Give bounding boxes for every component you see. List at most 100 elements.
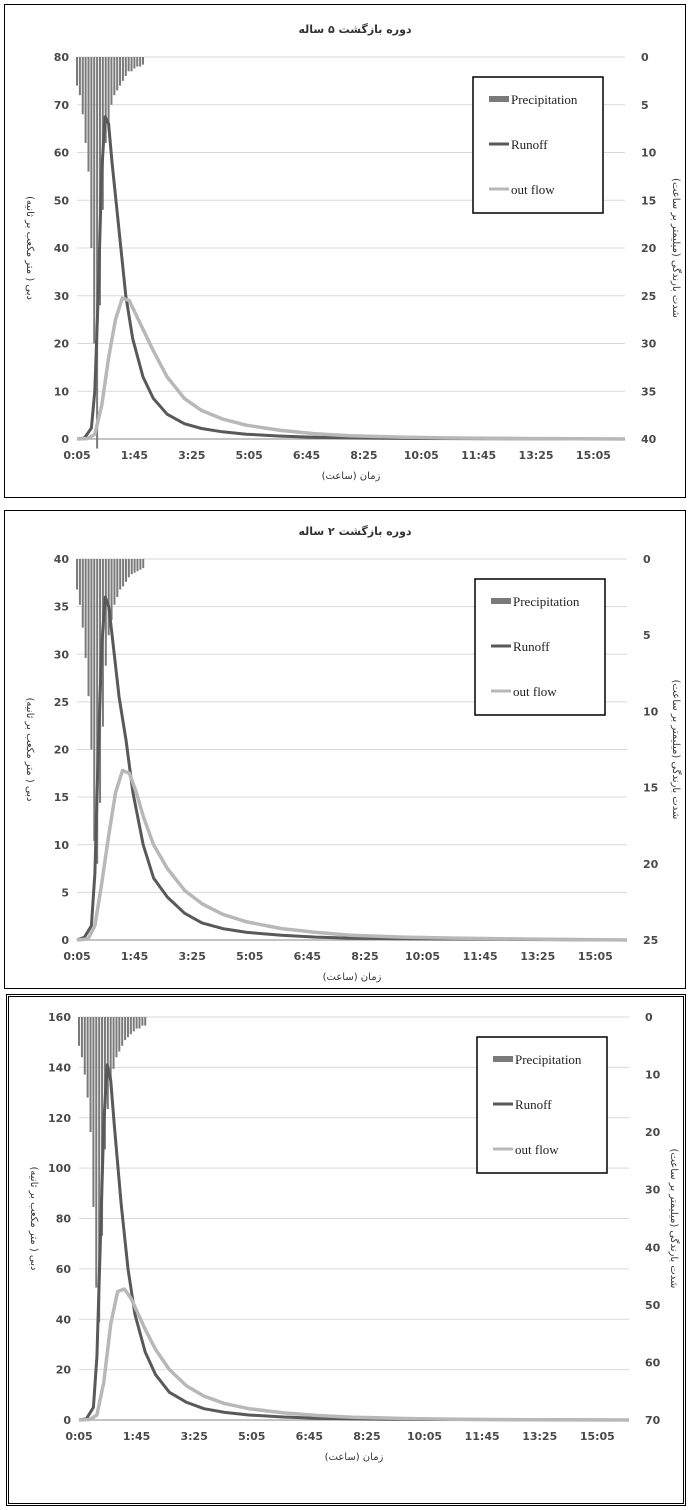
precipitation-bar — [90, 57, 93, 248]
x-tick-label: 3:25 — [179, 950, 206, 963]
x-tick-label: 8:25 — [350, 449, 377, 462]
precipitation-bar — [121, 1017, 124, 1046]
y-axis-label: دبی ( متر مکعب بر ثانیه) — [24, 196, 35, 300]
y-tick-label: 30 — [54, 648, 70, 661]
x-tick-label: 5:05 — [238, 1430, 265, 1443]
y2-tick-label: 10 — [641, 147, 657, 160]
outflow-line — [78, 1287, 630, 1422]
y2-tick-label: 5 — [641, 99, 649, 112]
chart-svg-50yr: دوره بازگشت ۵۰ ساله020406080100120140160… — [28, 1011, 680, 1463]
x-tick-label: 15:05 — [576, 449, 611, 462]
runoff-line — [76, 115, 626, 441]
precipitation-bar — [112, 1017, 115, 1069]
legend-label: Runoff — [513, 639, 550, 654]
chart-panel-5yr: دوره بازگشت ۵ ساله 0 10 20 30 40 50 60 70 80 0 5 10 1… — [4, 4, 686, 498]
precipitation-bar — [138, 1017, 141, 1029]
precipitation-bar — [113, 559, 116, 605]
precipitation-bar — [90, 559, 93, 750]
precipitation-bar — [116, 559, 119, 598]
y2-tick-label: 10 — [645, 1069, 661, 1082]
precipitation-bar — [98, 1017, 101, 1323]
y2-tick-label: 5 — [643, 629, 651, 642]
y2-tick-label: 0 — [641, 51, 649, 64]
x-tick-label: 13:25 — [520, 950, 555, 963]
precipitation-bar — [124, 559, 127, 582]
precipitation-bar — [76, 559, 78, 590]
y-tick-label: 20 — [56, 1364, 72, 1377]
y-tick-label: 20 — [54, 338, 70, 351]
chart-panel-50yr: دوره بازگشت ۵۰ ساله020406080100120140160… — [6, 994, 686, 1506]
precipitation-bar — [139, 57, 142, 67]
precipitation-bar — [78, 57, 81, 96]
y-tick-label: 5 — [61, 886, 69, 899]
precipitation-bar — [93, 559, 96, 841]
x-tick-label: 5:05 — [236, 950, 263, 963]
legend-label: Precipitation — [513, 594, 580, 609]
precipitation-bar — [96, 57, 99, 449]
y2-tick-label: 20 — [643, 858, 659, 871]
x-tick-label: 5:05 — [235, 449, 262, 462]
legend-label: Precipitation — [515, 1052, 582, 1067]
runoff-line — [76, 595, 628, 942]
precipitation-bar — [87, 57, 90, 172]
precipitation-bar — [83, 1017, 86, 1075]
x-tick-label: 3:25 — [178, 449, 205, 462]
precipitation-bar — [81, 57, 84, 115]
x-tick-label: 10:05 — [407, 1430, 442, 1443]
precipitation-bar — [136, 559, 139, 572]
precipitation-bar — [95, 1017, 98, 1288]
precipitation-bar — [76, 57, 78, 86]
x-tick-label: 13:25 — [519, 449, 554, 462]
y-tick-label: 70 — [54, 99, 70, 112]
y-tick-label: 140 — [48, 1061, 71, 1074]
x-axis-label: زمان (ساعت) — [322, 471, 381, 482]
precipitation-bar — [142, 559, 145, 569]
precipitation-bar — [104, 559, 107, 666]
x-tick-label: 11:45 — [463, 950, 498, 963]
precipitation-bar — [115, 1017, 118, 1058]
precipitation-bar — [104, 57, 107, 143]
precipitation-bar — [107, 559, 110, 636]
precipitation-bar — [129, 1017, 132, 1035]
legend-swatch-precipitation — [491, 598, 511, 604]
y-tick-label: 160 — [48, 1011, 71, 1024]
y2-tick-label: 60 — [645, 1356, 661, 1369]
y-tick-label: 50 — [54, 194, 70, 207]
precipitation-bar — [121, 57, 124, 81]
y-tick-label: 40 — [54, 242, 70, 255]
x-tick-label: 15:05 — [580, 1430, 615, 1443]
precipitation-bar — [101, 1017, 104, 1236]
x-tick-label: 10:05 — [404, 449, 439, 462]
y-tick-label: 80 — [54, 51, 70, 64]
y-tick-label: 25 — [54, 696, 69, 709]
y-tick-label: 15 — [54, 791, 69, 804]
x-tick-label: 10:05 — [405, 950, 440, 963]
x-tick-label: 0:05 — [63, 449, 90, 462]
legend-swatch-precipitation — [493, 1056, 513, 1062]
y2-tick-label: 30 — [641, 338, 657, 351]
y2-tick-label: 0 — [643, 553, 651, 566]
x-tick-label: 6:45 — [296, 1430, 323, 1443]
y2-tick-label: 20 — [641, 242, 657, 255]
precipitation-bar — [136, 57, 139, 67]
y2-tick-label: 30 — [645, 1184, 661, 1197]
legend-label: Runoff — [511, 137, 548, 152]
x-axis-label: زمان (ساعت) — [323, 972, 382, 983]
precipitation-bar — [78, 1017, 80, 1046]
y-tick-label: 80 — [56, 1213, 72, 1226]
precipitation-bar — [124, 1017, 127, 1041]
precipitation-bar — [119, 559, 122, 590]
x-tick-label: 8:25 — [351, 950, 378, 963]
y-tick-label: 0 — [61, 433, 69, 446]
precipitation-bar — [133, 57, 136, 69]
precipitation-bar — [107, 57, 110, 124]
y-tick-label: 35 — [54, 601, 69, 614]
y2-tick-label: 0 — [645, 1011, 653, 1024]
y-tick-label: 40 — [56, 1313, 72, 1326]
runoff-line — [78, 1063, 630, 1422]
x-tick-label: 0:05 — [63, 950, 90, 963]
x-tick-label: 0:05 — [65, 1430, 92, 1443]
y2-tick-label: 40 — [641, 433, 657, 446]
precipitation-bar — [127, 559, 130, 578]
precipitation-bar — [124, 57, 127, 77]
